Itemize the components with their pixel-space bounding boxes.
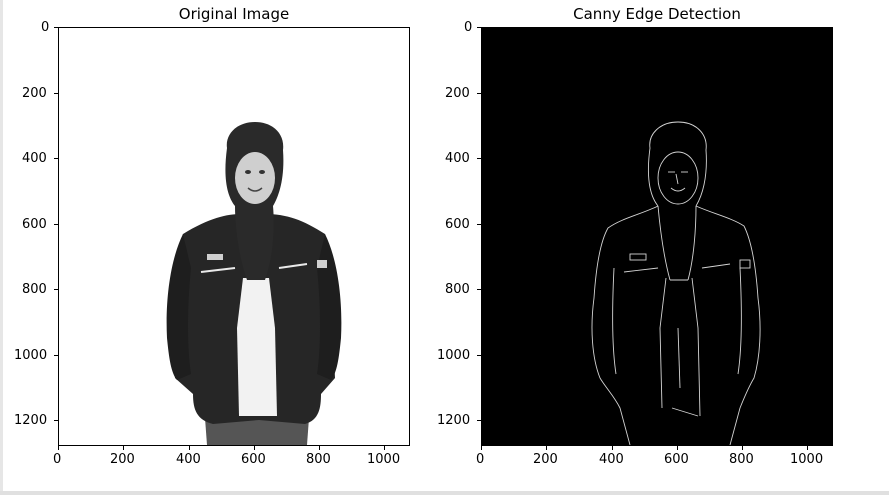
edge-image	[591, 121, 761, 445]
panel-title-canny: Canny Edge Detection	[573, 5, 741, 23]
x-tick-label: 600	[241, 452, 266, 467]
face-shape	[235, 152, 275, 204]
y-tick-label: 0	[464, 20, 473, 35]
y-tick-label: 200	[22, 86, 47, 101]
left-arm-shape	[166, 234, 191, 380]
trousers-shape	[205, 418, 309, 445]
original-image-plot	[58, 27, 410, 446]
x-tick-label: 600	[664, 452, 689, 467]
canny-edge-plot	[481, 27, 833, 446]
x-tick-label: 200	[110, 452, 135, 467]
shirt-shape	[237, 278, 277, 416]
x-tick-label: 800	[306, 452, 331, 467]
original-photo	[166, 122, 342, 445]
y-tick-label: 400	[22, 151, 47, 166]
x-tick-label: 0	[476, 452, 485, 467]
x-tick-label: 200	[533, 452, 558, 467]
window-left-border	[0, 0, 3, 495]
right-arm-shape	[317, 234, 342, 380]
x-tick-label: 1000	[367, 452, 401, 467]
y-tick-label: 200	[445, 86, 470, 101]
y-tick-label: 800	[445, 282, 470, 297]
x-tick-label: 800	[729, 452, 754, 467]
y-tick-label: 600	[22, 217, 47, 232]
y-tick-label: 800	[22, 282, 47, 297]
y-tick-label: 1000	[437, 348, 471, 363]
y-tick-label: 1000	[14, 348, 48, 363]
window-bottom-edge	[0, 491, 889, 495]
y-tick-label: 1200	[14, 413, 48, 428]
panel-title-original: Original Image	[178, 5, 290, 23]
x-tick-label: 400	[599, 452, 624, 467]
x-tick-label: 0	[53, 452, 62, 467]
y-tick-label: 0	[41, 20, 50, 35]
x-tick-label: 1000	[790, 452, 824, 467]
x-tick-label: 400	[176, 452, 201, 467]
y-tick-label: 400	[445, 151, 470, 166]
y-tick-label: 600	[445, 217, 470, 232]
y-tick-label: 1200	[437, 413, 471, 428]
